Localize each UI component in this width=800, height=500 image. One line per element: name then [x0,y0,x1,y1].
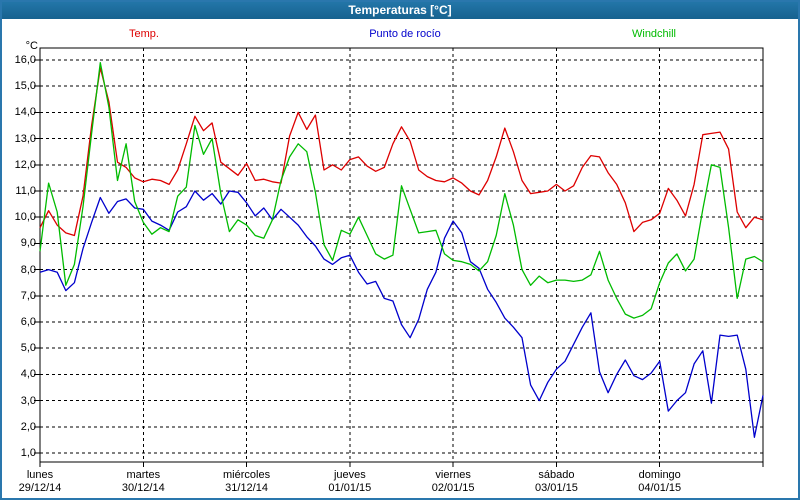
x-day-date: 31/12/14 [225,482,268,494]
x-day-date: 01/01/15 [328,482,372,494]
y-tick-label: 10,0 [14,211,36,224]
plot-border [39,47,764,463]
window-title: Temperaturas [°C] [348,2,452,17]
x-day-label: domingo 04/01/15 [638,469,681,495]
legend-item-dewpoint: Punto de rocío [369,28,441,40]
chart-legend: Temp. Punto de rocío Windchill [2,28,798,42]
y-tick-label: 9,0 [20,237,36,250]
legend-item-windchill: Windchill [631,28,677,40]
x-day-date: 04/01/15 [638,482,682,494]
y-tick-label: 4,0 [20,368,36,381]
x-day-label: sábado 03/01/15 [535,469,578,495]
x-day-name: martes [126,469,161,481]
x-day-name: viernes [435,469,471,481]
x-day-label: jueves 01/01/15 [328,469,371,495]
y-tick-label: 6,0 [20,316,36,328]
x-day-label: viernes 02/01/15 [432,469,475,495]
x-day-date: 30/12/14 [121,482,165,494]
x-day-date: 29/12/14 [18,482,62,494]
window-titlebar: Temperaturas [°C] [2,2,798,19]
series-line-windchill [39,61,764,319]
y-tick-label: 7,0 [20,289,36,302]
y-tick-label: 14,0 [14,106,36,119]
x-day-date: 03/01/15 [535,482,578,494]
x-day-date: 02/01/15 [431,482,475,494]
series-line-dewpoint [39,190,764,438]
x-day-name: sábado [538,469,575,481]
x-day-name: domingo [638,469,681,481]
y-tick-label: 12,0 [14,158,36,171]
y-tick-label: 13,0 [14,132,36,145]
y-tick-label: 5,0 [20,342,36,355]
y-tick-label: 16,0 [14,54,36,66]
series-line-temp [39,67,764,237]
x-day-label: miércoles 31/12/14 [223,469,270,495]
x-day-label: martes 30/12/14 [122,469,165,495]
x-day-name: jueves [333,469,366,481]
y-tick-label: 3,0 [20,394,36,407]
x-day-label: lunes 29/12/14 [19,469,62,495]
y-tick-label: 11,0 [15,185,36,197]
y-axis-unit-label: °C [25,40,38,52]
x-day-name: miércoles [223,469,271,481]
y-tick-label: 15,0 [14,80,36,93]
legend-item-temp: Temp. [129,28,159,40]
y-tick-label: 2,0 [20,420,36,433]
x-day-name: lunes [26,469,54,481]
y-tick-label: 1,0 [20,447,36,459]
y-tick-label: 8,0 [20,263,36,276]
